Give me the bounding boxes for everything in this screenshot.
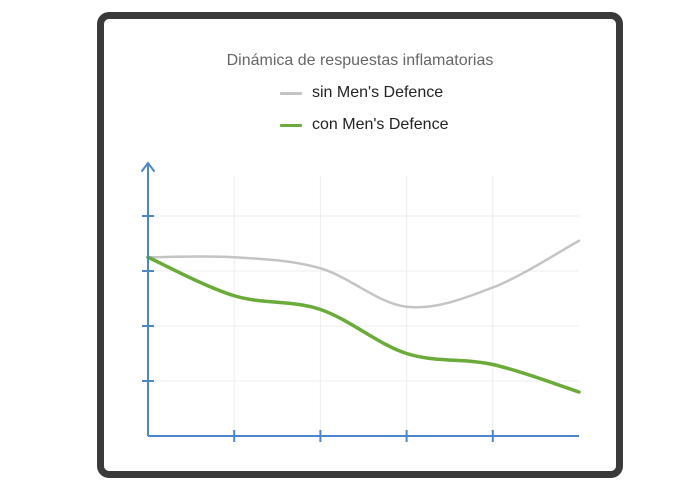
legend-item-con: con Men's Defence <box>280 116 448 134</box>
line-chart <box>141 161 581 442</box>
series-line-sin <box>146 239 581 309</box>
chart-frame: Dinámica de respuestas inflamatorias sin… <box>97 12 623 478</box>
y-axis-arrow-icon <box>141 161 155 172</box>
legend-label-sin: sin Men's Defence <box>312 84 444 101</box>
chart-title: Dinámica de respuestas inflamatorias <box>226 52 494 69</box>
legend-swatch-sin <box>280 91 302 95</box>
series-line-con <box>146 255 581 394</box>
legend-item-sin: sin Men's Defence <box>280 84 443 102</box>
legend-swatch-con <box>280 123 302 127</box>
legend-label-con: con Men's Defence <box>312 116 449 133</box>
